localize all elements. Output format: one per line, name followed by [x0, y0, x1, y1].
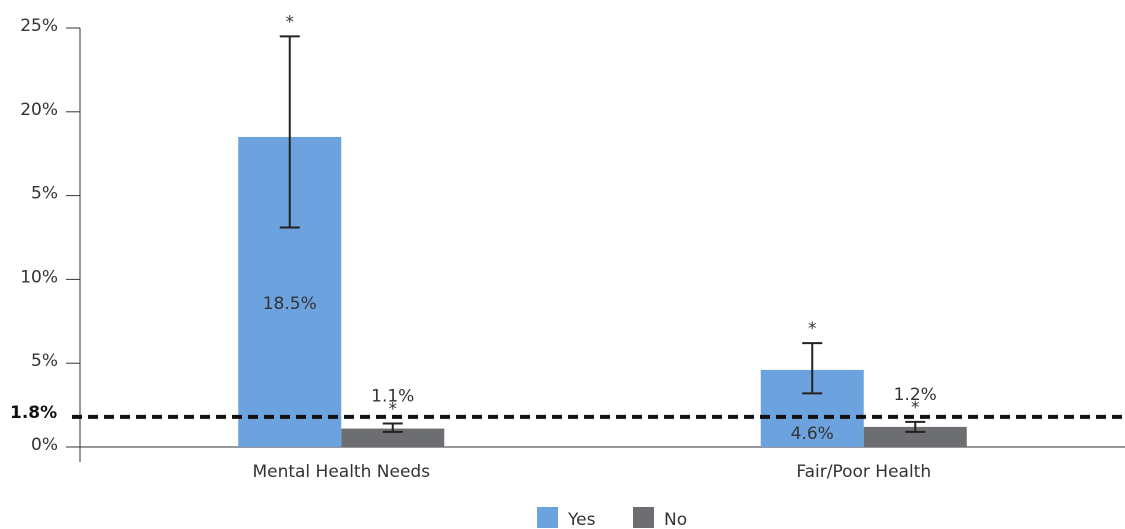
y-tick-label: 10%	[20, 267, 58, 287]
value-label: 4.6%	[791, 424, 834, 444]
y-tick-label: 25%	[20, 16, 58, 36]
significance-marker: *	[808, 319, 817, 339]
legend-label: No	[664, 510, 687, 529]
legend-swatch	[537, 507, 558, 528]
bar	[341, 428, 445, 447]
significance-marker: *	[286, 12, 295, 32]
x-tick-label: Fair/Poor Health	[796, 462, 931, 482]
y-tick-label: 0%	[31, 435, 58, 455]
legend-swatch	[633, 507, 654, 528]
y-tick-label: 20%	[20, 100, 58, 120]
value-label: 18.5%	[263, 294, 317, 314]
y-tick-label: 5%	[31, 351, 58, 371]
value-label: 1.2%	[894, 385, 937, 405]
y-tick-label: 5%	[31, 184, 58, 204]
value-label: 1.1%	[371, 387, 414, 407]
legend-label: Yes	[567, 510, 596, 529]
x-tick-label: Mental Health Needs	[252, 462, 430, 482]
significance-marker: *	[389, 400, 398, 420]
reference-label: 1.8%	[10, 403, 57, 423]
bar	[863, 426, 967, 447]
significance-marker: *	[911, 398, 920, 418]
